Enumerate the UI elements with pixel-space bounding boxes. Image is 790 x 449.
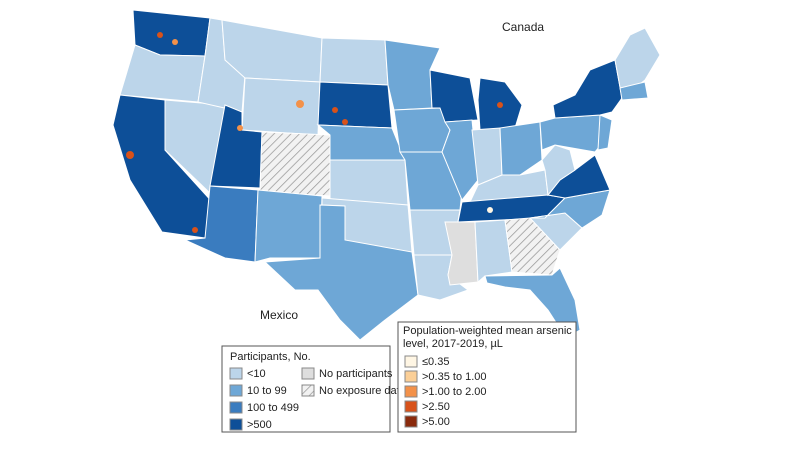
illinois: [441, 119, 479, 201]
new-jersey: [597, 114, 613, 151]
legend-swatch: [404, 415, 418, 428]
county: [487, 207, 493, 213]
legend-label: >500: [247, 419, 272, 431]
legend-swatch: [229, 384, 243, 397]
legend-label: >5.00: [422, 416, 450, 428]
south-dakota: [317, 81, 393, 129]
legend-title: Population-weighted mean arsenic level, …: [403, 325, 572, 350]
legend-label: No participants: [319, 368, 393, 380]
country-label: Mexico: [260, 308, 298, 322]
states: [112, 9, 661, 341]
iowa: [393, 107, 451, 153]
legend-title: Participants, No.: [230, 351, 311, 363]
ohio: [499, 121, 543, 176]
texas: [263, 204, 419, 341]
legend-swatch: [404, 385, 418, 398]
legend-swatch: [229, 401, 243, 414]
legend-label: <10: [247, 368, 266, 380]
legend-swatch: [301, 384, 315, 397]
legend-label: 100 to 499: [247, 402, 299, 414]
legend-swatch: [404, 400, 418, 413]
legend-box: [397, 321, 577, 433]
county: [157, 32, 163, 38]
county: [296, 100, 304, 108]
country-label: Canada: [502, 20, 544, 34]
county: [342, 119, 348, 125]
legend-label: No exposure data: [319, 385, 407, 397]
county: [237, 125, 243, 131]
legend-swatch: [404, 355, 418, 368]
county: [192, 227, 198, 233]
north-dakota: [319, 37, 389, 86]
county: [126, 151, 134, 159]
county: [332, 107, 338, 113]
legend-swatch: [229, 418, 243, 431]
legend-swatch: [229, 367, 243, 380]
county: [497, 102, 503, 108]
new-york: [552, 59, 623, 119]
alabama: [474, 219, 513, 284]
dots: [126, 32, 503, 233]
legend-label: >2.50: [422, 401, 450, 413]
kansas: [329, 159, 409, 206]
legend-label: 10 to 99: [247, 385, 287, 397]
massachusetts: [619, 81, 649, 101]
county: [172, 39, 178, 45]
nebraska: [316, 124, 406, 161]
arsenic-legend: Population-weighted mean arsenic level, …: [397, 321, 577, 433]
new-mexico: [254, 189, 323, 263]
legend-label: >1.00 to 2.00: [422, 386, 487, 398]
georgia: [504, 217, 561, 276]
pennsylvania: [539, 114, 606, 153]
legend-title-box: Population-weighted mean arsenic level, …: [403, 325, 572, 350]
legend-label: >0.35 to 1.00: [422, 371, 487, 383]
legend-swatch: [404, 370, 418, 383]
participants-legend: Participants, No. <10 10 to 99 100 to 499 >…: [221, 345, 407, 433]
colorado: [259, 131, 331, 197]
legend-swatch: [301, 367, 315, 380]
legend-label: ≤0.35: [422, 356, 449, 368]
wyoming: [241, 77, 321, 136]
